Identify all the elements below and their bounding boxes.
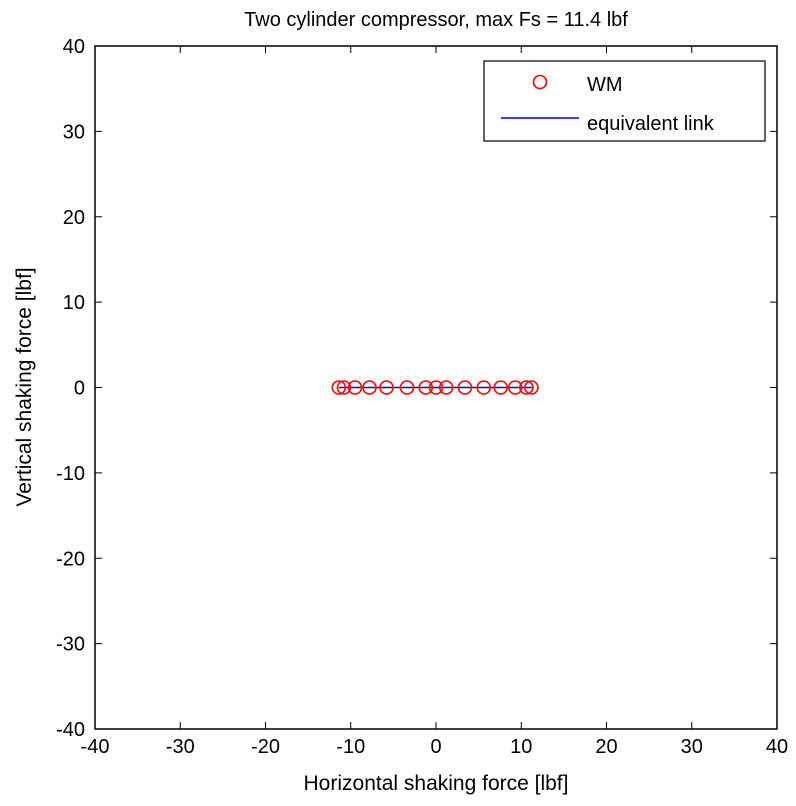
- x-tick-label: -10: [336, 736, 365, 758]
- data-point-wm: [362, 380, 377, 395]
- y-tick-label: -10: [56, 463, 85, 485]
- y-tick-label: -30: [56, 634, 85, 656]
- data-point-wm: [438, 380, 454, 395]
- chart-title: Two cylinder compressor, max Fs = 11.4 l…: [244, 9, 628, 31]
- data-point-wm: [428, 380, 444, 395]
- x-tick-label: 40: [766, 736, 788, 758]
- y-tick-label: 30: [63, 121, 85, 143]
- data-point-wm: [331, 380, 347, 395]
- y-axis-title: Vertical shaking force [lbf]: [13, 267, 36, 506]
- x-tick-label: 20: [595, 736, 617, 758]
- legend-label: WM: [587, 74, 623, 96]
- x-tick-label: -40: [81, 736, 110, 758]
- x-tick-label: 30: [681, 736, 703, 758]
- legend-box: [483, 60, 766, 142]
- data-point-wm: [519, 380, 534, 395]
- x-tick-label: 0: [430, 736, 441, 758]
- data-point-wm: [379, 380, 394, 395]
- legend: WM equivalent link: [483, 60, 766, 142]
- data-point-wm: [507, 380, 523, 395]
- axis-ticks: -40 -30 -20 -10 0 10 20 30 40 -40 -30 -20 -10 0 10 20 30…: [56, 36, 788, 758]
- y-tick-label: -40: [56, 719, 85, 741]
- x-tick-label: 10: [510, 736, 532, 758]
- data-point-wm: [336, 380, 352, 395]
- data-point-wm: [418, 380, 434, 395]
- y-tick-label: 20: [63, 207, 85, 229]
- x-tick-label: -30: [166, 736, 195, 758]
- legend-marker-wm: [532, 74, 548, 90]
- data-point-wm: [524, 380, 539, 395]
- y-tick-label: 0: [74, 378, 85, 400]
- data-point-wm: [493, 380, 509, 395]
- x-axis-title: Horizontal shaking force [lbf]: [304, 772, 569, 795]
- x-tick-label: -20: [251, 736, 280, 758]
- y-tick-label: 40: [63, 36, 85, 58]
- data-point-wm: [399, 380, 415, 395]
- y-tick-label: 10: [63, 292, 85, 314]
- y-tick-label: -20: [56, 548, 85, 570]
- data-point-wm: [457, 380, 473, 395]
- data-point-wm: [347, 380, 363, 395]
- legend-label: equivalent link: [587, 113, 715, 135]
- data-point-wm: [476, 380, 492, 395]
- series-layer: [331, 380, 539, 395]
